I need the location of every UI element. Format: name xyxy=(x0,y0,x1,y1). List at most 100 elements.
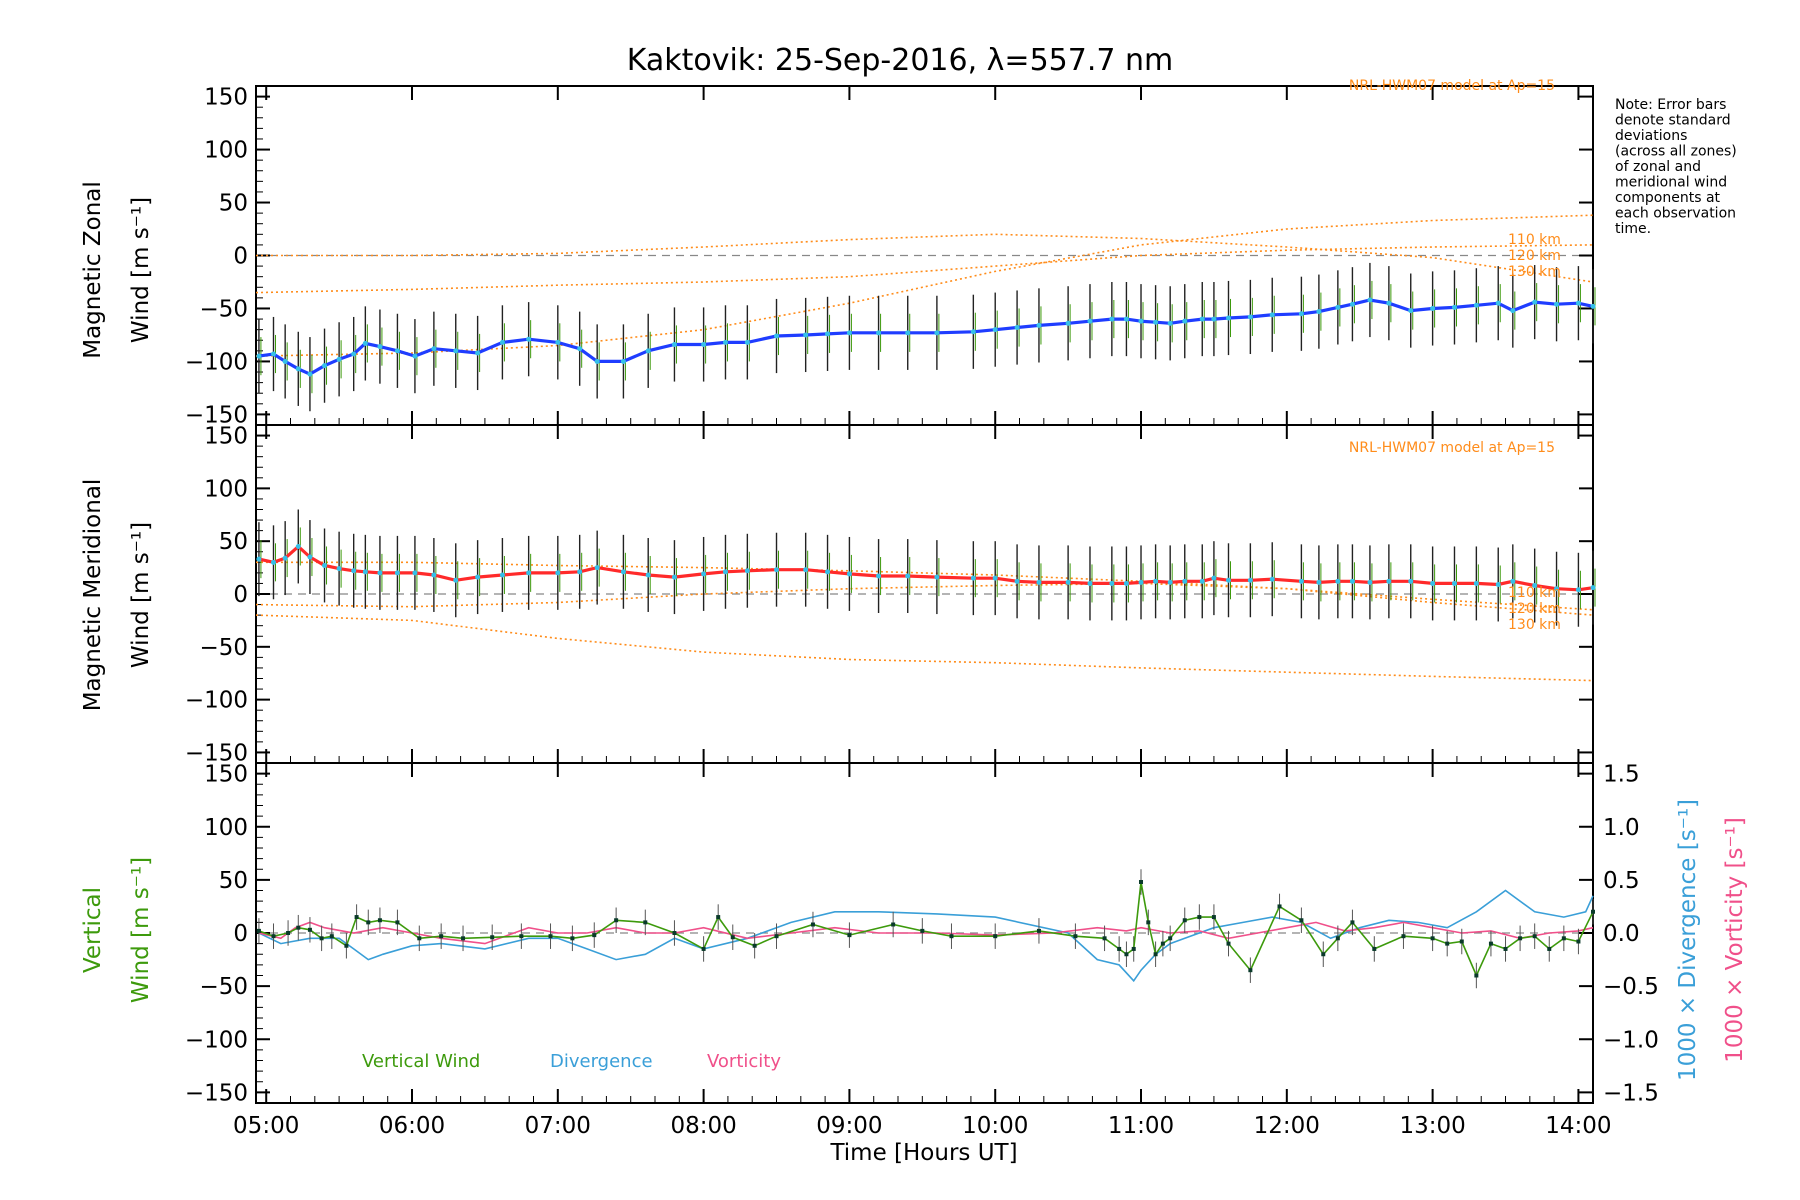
vertical-wind-point xyxy=(1561,936,1566,941)
zonal-wind-point xyxy=(475,350,481,356)
meridional-wind-point xyxy=(1167,579,1173,585)
meridional-wind-point xyxy=(1182,578,1188,584)
vertical-wind-point xyxy=(1211,915,1216,920)
vertical-wind-point xyxy=(1197,915,1202,920)
vertical-wind-point xyxy=(490,935,495,940)
zonal-wind-point xyxy=(825,331,831,337)
vertical-wind-point xyxy=(1488,941,1493,946)
meridional-km-label-120: 120 km xyxy=(1508,601,1561,617)
meridional-wind-point xyxy=(1211,575,1217,581)
vertical-wind-point xyxy=(570,936,575,941)
zonal-wind-point xyxy=(1367,297,1373,303)
vertical-wind-point xyxy=(1430,936,1435,941)
zonal-wind-point xyxy=(1014,325,1020,331)
note-line: of zonal and xyxy=(1615,159,1701,175)
meridional-wind-point xyxy=(1087,580,1093,586)
vertical-wind-point xyxy=(614,918,619,923)
meridional-wind-point xyxy=(825,569,831,575)
vertical-wind-point xyxy=(519,934,524,939)
zonal-wind-point xyxy=(645,348,651,354)
meridional-wind-point xyxy=(362,569,368,575)
meridional-wind-point xyxy=(1123,580,1129,586)
vertical-wind-point xyxy=(891,922,896,927)
zonal-wind-point xyxy=(394,348,400,354)
right-ytick-label: −0.5 xyxy=(1603,974,1659,1000)
zonal-wind-point xyxy=(1451,304,1457,310)
zonal-wind-point xyxy=(701,341,707,347)
vertical-wind-point xyxy=(592,933,597,938)
meridional-wind-point xyxy=(722,569,728,575)
zonal-wind-point xyxy=(270,351,276,357)
zonal-wind-point xyxy=(499,339,505,345)
vertical-wind-point xyxy=(1350,920,1355,925)
zonal-model-label: NRL-HWM07 model at Ap=15 xyxy=(1349,78,1555,94)
meridional-wind-point xyxy=(1036,579,1042,585)
zonal-wind-point xyxy=(1386,300,1392,306)
meridional-wind-point xyxy=(934,574,940,580)
meridional-wind-point xyxy=(846,571,852,577)
vertical-wind-point xyxy=(1124,952,1129,957)
meridional-model-curve xyxy=(255,614,1594,682)
meridional-ytick-label: 100 xyxy=(204,476,248,502)
vorticity-right-label: 1000 × Vorticity [s⁻¹] xyxy=(1722,817,1748,1063)
vertical-wind-point xyxy=(1299,918,1304,923)
meridional-ytick-label: 0 xyxy=(233,582,248,608)
meridional-wind-point xyxy=(1495,581,1501,587)
meridional-ytick-label: −100 xyxy=(185,688,248,714)
x-tick-label: 14:00 xyxy=(1545,1113,1611,1139)
vertical-ytick-label: 50 xyxy=(219,868,248,894)
vertical-wind-point xyxy=(307,927,312,932)
vertical-ytick-label: 100 xyxy=(204,815,248,841)
zonal-wind-point xyxy=(322,363,328,369)
zonal-model-curve xyxy=(256,233,1594,283)
meridional-wind-point xyxy=(594,565,600,571)
meridional-wind-point xyxy=(453,577,459,583)
meridional-ytick-label: −50 xyxy=(199,635,248,661)
meridional-wind-point xyxy=(282,555,288,561)
zonal-ytick-label: 100 xyxy=(204,138,248,164)
vertical-wind-point xyxy=(643,920,648,925)
meridional-wind-point xyxy=(1408,578,1414,584)
chart-title: Kaktovik: 25-Sep-2016, λ=557.7 nm xyxy=(627,43,1173,78)
zonal-wind-point xyxy=(1167,320,1173,326)
meridional-wind-point xyxy=(431,572,437,578)
vertical-wind-point xyxy=(1372,946,1377,951)
note-line: denote standard xyxy=(1615,113,1731,129)
vertical-wind-point xyxy=(395,920,400,925)
vertical-wind-point xyxy=(1576,939,1581,944)
vertical-wind-point xyxy=(1547,946,1552,951)
vertical-wind-point xyxy=(1036,928,1041,933)
zonal-wind-point xyxy=(1473,302,1479,308)
meridional-wind-point xyxy=(774,567,780,573)
meridional-wind-point xyxy=(803,567,809,573)
vertical-wind-point xyxy=(329,934,334,939)
zonal-wind-point xyxy=(1335,304,1341,310)
zonal-model-curve xyxy=(255,244,1594,294)
meridional-wind-point xyxy=(295,543,301,549)
meridional-wind-point xyxy=(1199,578,1205,584)
vertical-ylabel-line1: Vertical xyxy=(80,887,106,973)
right-ytick-label: −1.0 xyxy=(1603,1027,1659,1053)
zonal-wind-point xyxy=(1495,300,1501,306)
right-ytick-label: 1.0 xyxy=(1603,815,1640,841)
meridional-wind-point xyxy=(1247,577,1253,583)
meridional-ytick-label: 150 xyxy=(204,424,248,450)
zonal-wind-point xyxy=(1123,316,1129,322)
note-line: each observation xyxy=(1615,206,1736,222)
zonal-wind-point xyxy=(1109,316,1115,322)
meridional-wind-point xyxy=(475,574,481,580)
meridional-wind-point xyxy=(1451,580,1457,586)
zonal-ytick-label: 50 xyxy=(219,191,248,217)
vertical-wind-point xyxy=(1226,941,1231,946)
meridional-wind-point xyxy=(1367,579,1373,585)
meridional-wind-point xyxy=(1349,578,1355,584)
vertical-wind-point xyxy=(1168,936,1173,941)
zonal-wind-point xyxy=(722,339,728,345)
zonal-wind-point xyxy=(295,366,301,372)
meridional-wind-point xyxy=(1138,579,1144,585)
meridional-wind-point xyxy=(1153,578,1159,584)
zonal-wind-point xyxy=(1065,320,1071,326)
zonal-km-label-120: 120 km xyxy=(1508,248,1561,264)
